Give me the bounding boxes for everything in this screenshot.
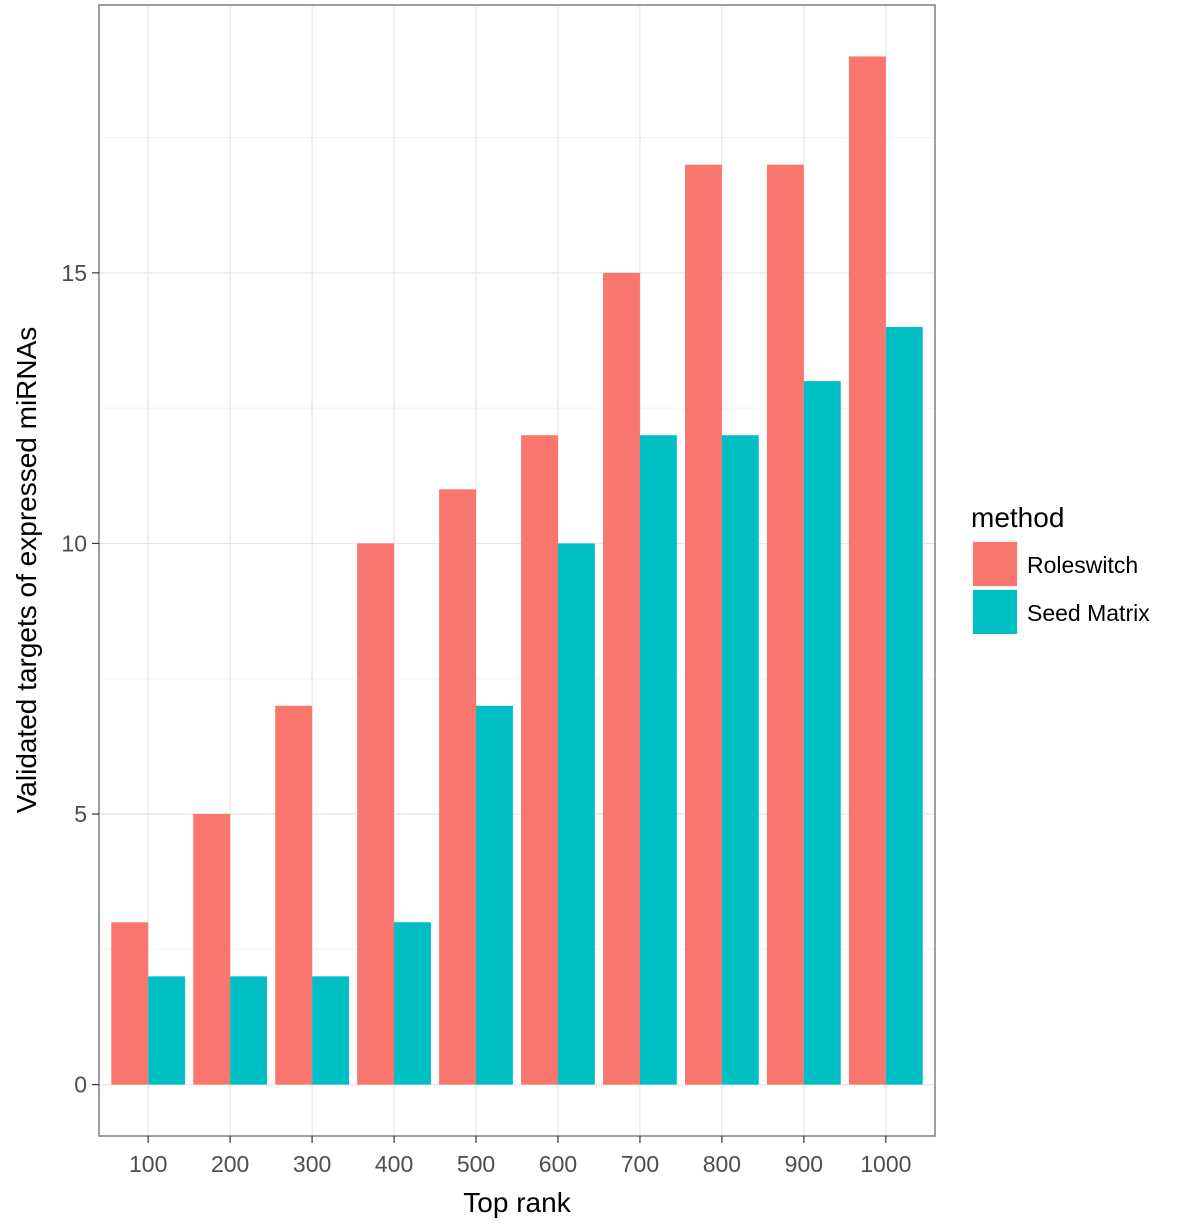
bar-roleswitch xyxy=(193,814,231,1085)
legend: method Roleswitch Seed Matrix xyxy=(970,502,1150,637)
bar-roleswitch xyxy=(521,435,558,1085)
x-tick-label: 500 xyxy=(457,1151,495,1177)
y-tick-label: 5 xyxy=(74,801,87,827)
bar-roleswitch xyxy=(275,705,313,1085)
y-tick-label: 15 xyxy=(61,260,87,286)
y-axis-title: Validated targets of expressed miRNAs xyxy=(11,327,42,814)
x-tick-label: 1000 xyxy=(860,1151,911,1177)
bar-roleswitch xyxy=(685,164,722,1085)
panel-border xyxy=(98,4,936,1137)
x-tick-label: 100 xyxy=(129,1151,167,1177)
x-axis-title: Top rank xyxy=(463,1187,571,1218)
y-axis: 0 5 10 15 xyxy=(61,260,99,1098)
legend-label: Roleswitch xyxy=(1027,552,1138,578)
bars xyxy=(111,56,923,1085)
bar-seed-matrix xyxy=(312,976,349,1085)
bar-roleswitch xyxy=(357,543,395,1085)
bar-seed-matrix xyxy=(394,922,431,1085)
y-tick-label: 0 xyxy=(74,1072,87,1098)
bar-seed-matrix xyxy=(557,543,595,1085)
bar-seed-matrix xyxy=(721,435,759,1085)
x-tick-label: 200 xyxy=(211,1151,249,1177)
bar-roleswitch xyxy=(111,922,149,1085)
x-axis: 100 200 300 400 500 600 700 800 900 1000 xyxy=(129,1136,911,1177)
legend-label: Seed Matrix xyxy=(1027,600,1150,626)
legend-title: method xyxy=(971,502,1064,533)
bar-roleswitch xyxy=(439,489,477,1085)
bar-seed-matrix xyxy=(803,381,841,1085)
x-tick-label: 800 xyxy=(703,1151,741,1177)
x-tick-label: 400 xyxy=(375,1151,413,1177)
x-tick-label: 600 xyxy=(539,1151,577,1177)
x-tick-label: 900 xyxy=(785,1151,823,1177)
bar-roleswitch xyxy=(766,164,804,1085)
bar-seed-matrix xyxy=(148,976,186,1085)
x-tick-label: 700 xyxy=(621,1151,659,1177)
legend-key-roleswitch xyxy=(973,542,1017,586)
bar-roleswitch xyxy=(848,56,886,1085)
legend-key-seed-matrix xyxy=(973,590,1017,634)
bar-seed-matrix xyxy=(639,435,677,1085)
bar-seed-matrix xyxy=(885,326,923,1085)
bar-seed-matrix xyxy=(230,976,268,1085)
bar-seed-matrix xyxy=(476,705,513,1085)
bar-roleswitch xyxy=(603,272,640,1085)
x-tick-label: 300 xyxy=(293,1151,331,1177)
y-tick-label: 10 xyxy=(61,530,87,556)
